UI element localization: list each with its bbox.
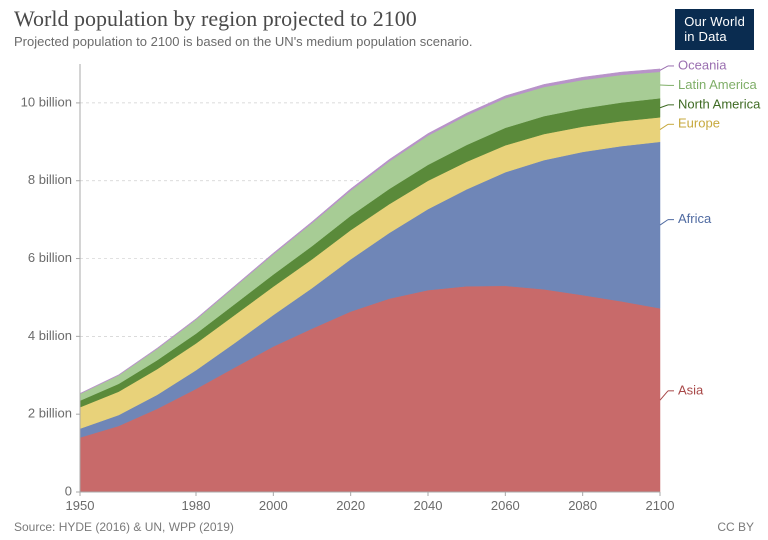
y-tick-label: 10 billion: [21, 94, 72, 109]
leader-line: [660, 105, 668, 108]
leader-line: [660, 66, 668, 70]
series-label-north-america: North America: [678, 96, 761, 111]
source-footer: Source: HYDE (2016) & UN, WPP (2019): [14, 520, 234, 534]
y-tick-label: 4 billion: [28, 328, 72, 343]
y-tick-label: 0: [65, 483, 72, 498]
stacked-area-chart: 0 2 billion 4 billion 6 billion 8 billion 10 …: [0, 0, 768, 540]
x-tick-label: 2000: [259, 498, 288, 513]
x-tick-label: 1980: [182, 498, 211, 513]
x-tick-label: 2080: [568, 498, 597, 513]
y-tick-label: 2 billion: [28, 406, 72, 421]
series-label-africa: Africa: [678, 211, 712, 226]
series-label-europe: Europe: [678, 116, 720, 131]
license-label: CC BY: [717, 520, 754, 534]
y-tick-label: 6 billion: [28, 250, 72, 265]
x-tick-label: 2020: [336, 498, 365, 513]
leader-line: [660, 124, 668, 129]
series-label-oceania: Oceania: [678, 57, 727, 72]
y-tick-label: 8 billion: [28, 172, 72, 187]
x-tick-label: 2100: [646, 498, 675, 513]
x-tick-label: 2060: [491, 498, 520, 513]
x-tick-label: 2040: [414, 498, 443, 513]
x-tick-label: 1950: [66, 498, 95, 513]
leader-line: [660, 391, 668, 400]
leader-line: [660, 220, 668, 225]
series-label-asia: Asia: [678, 382, 704, 397]
series-label-latin-america: Latin America: [678, 77, 758, 92]
